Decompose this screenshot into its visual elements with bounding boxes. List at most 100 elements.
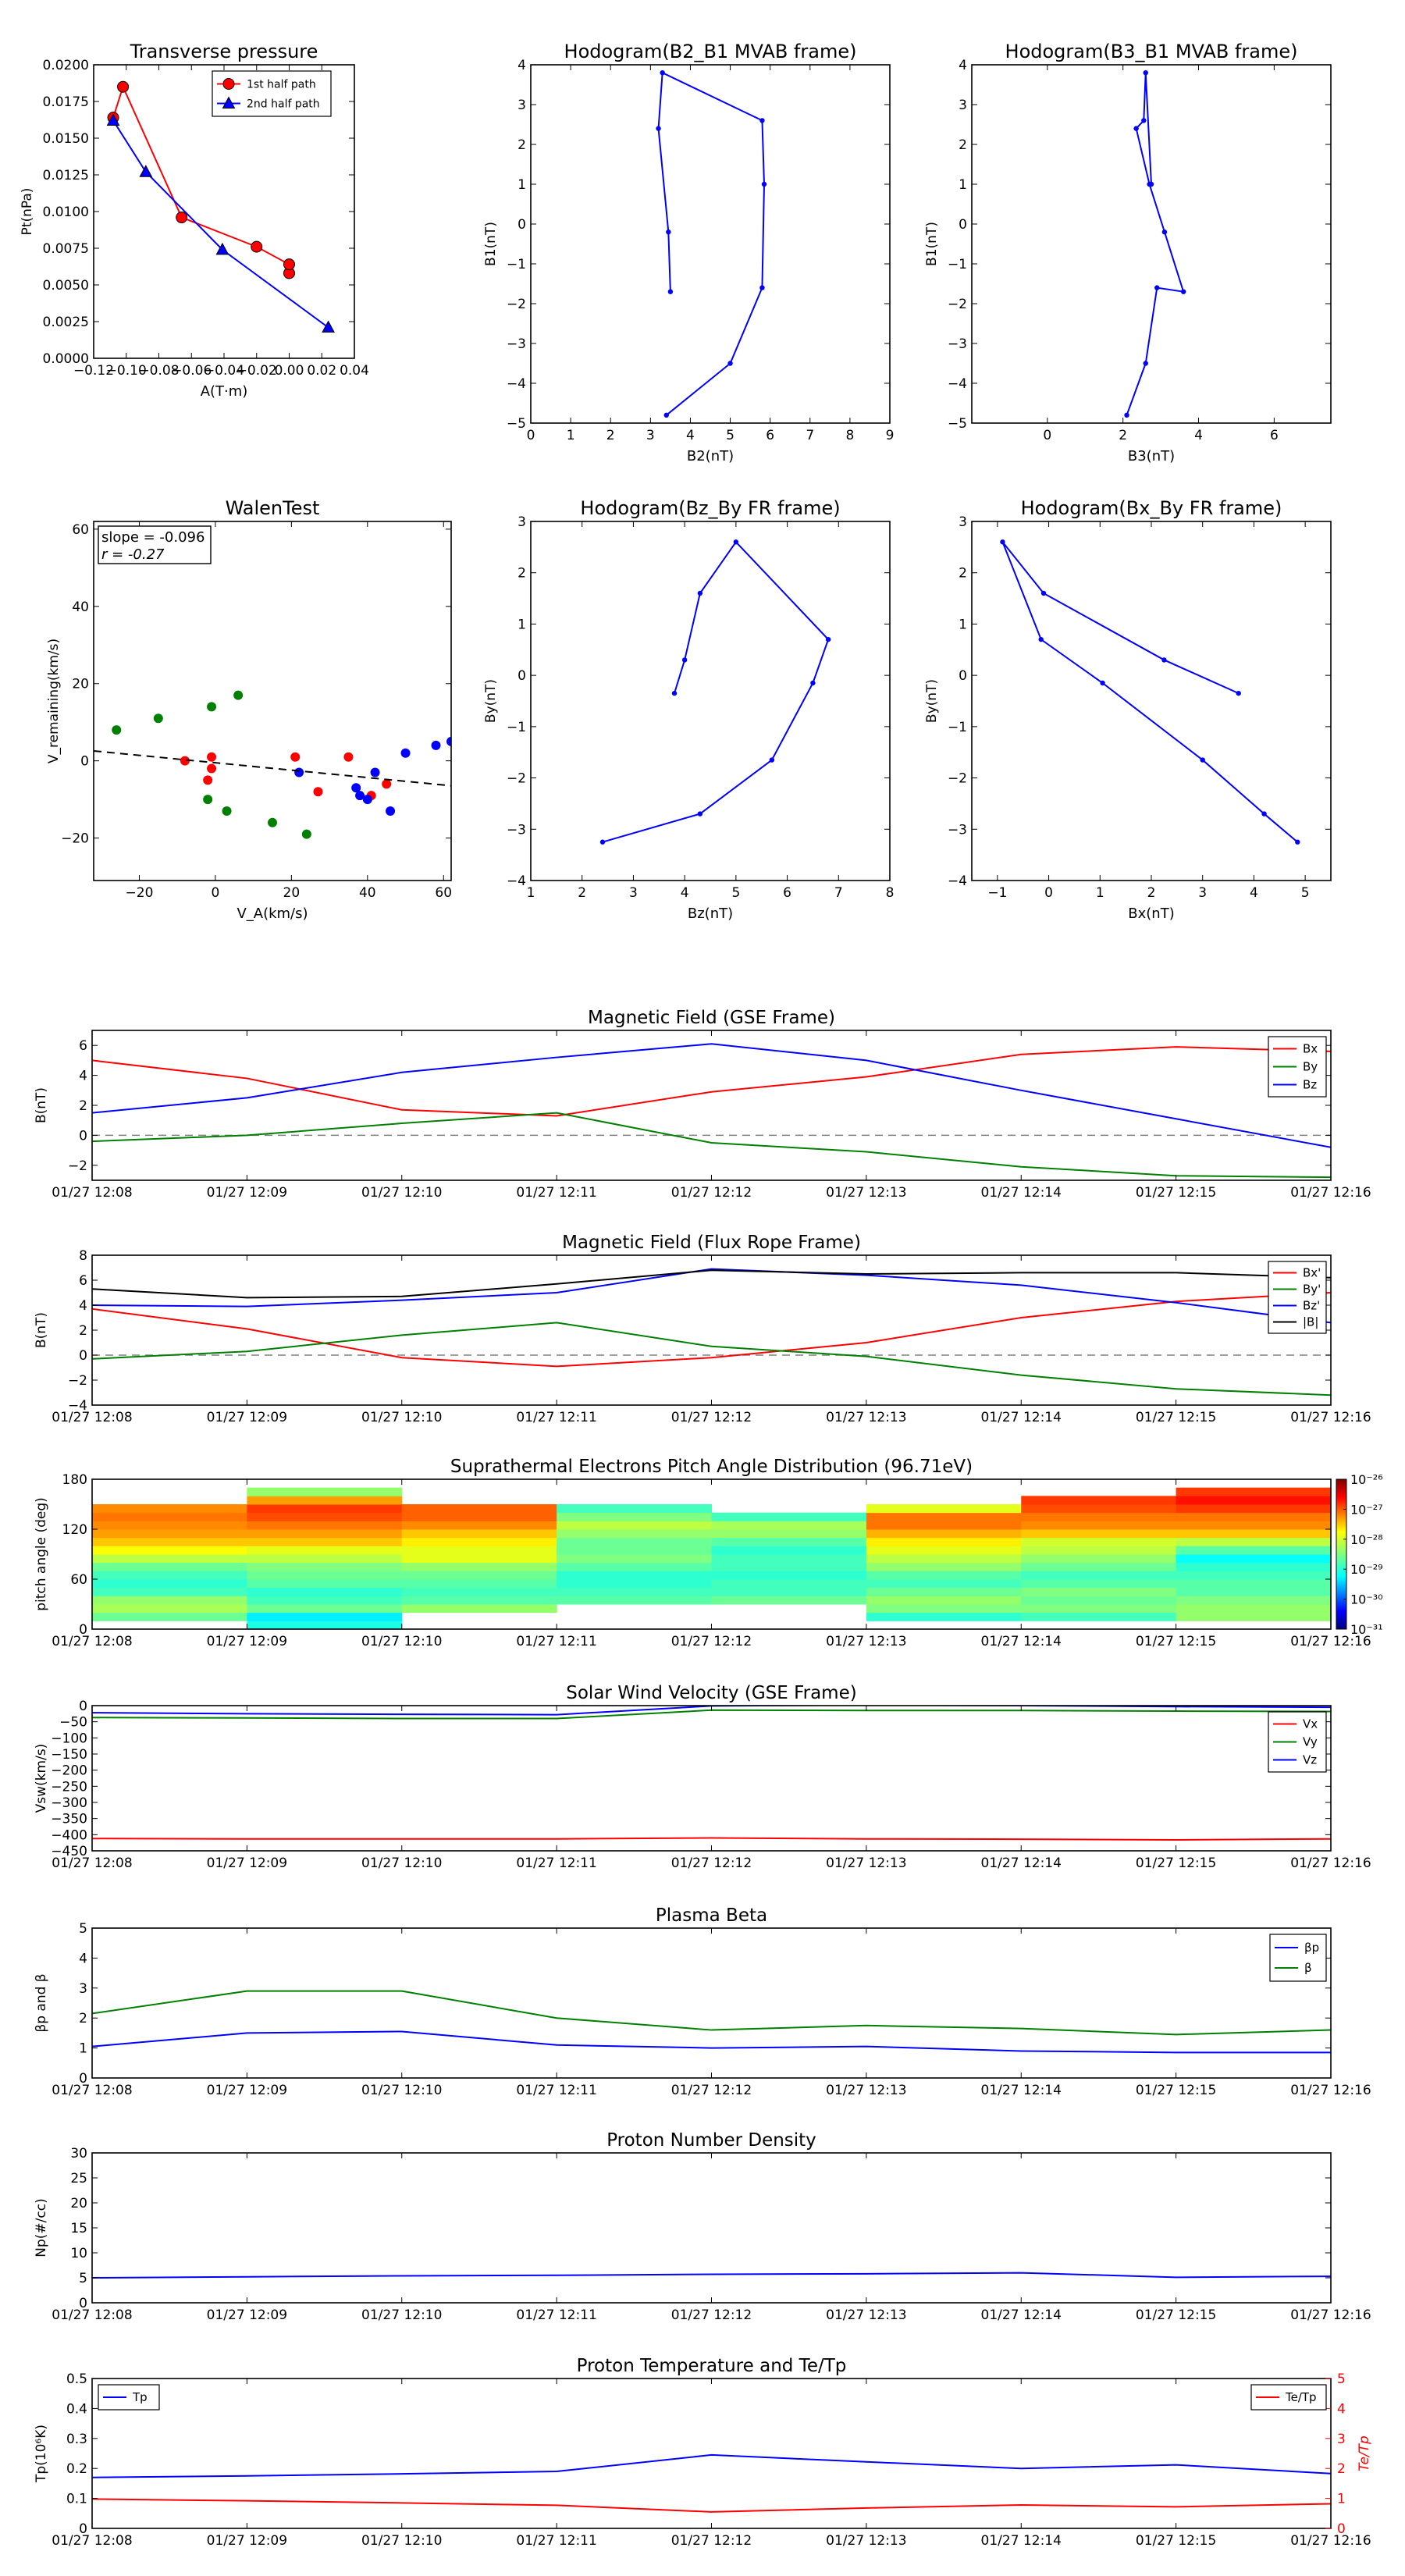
chart-hodo_b3b1: Hodogram(B3_B1 MVAB frame) 0 2 4 6 −5 −4 −3 −2 −1…	[924, 41, 1332, 464]
y-tick-label: 0	[79, 1348, 87, 1364]
heatmap-cell	[247, 1504, 403, 1514]
heatmap-cell	[247, 1546, 403, 1555]
scatter-point	[294, 767, 304, 777]
x-tick-label: 01/27 12:08	[52, 2083, 132, 2098]
x-tick-label: 01/27 12:12	[671, 1856, 752, 1871]
plot-area	[599, 539, 831, 845]
y-tick-label: 1	[79, 2041, 87, 2057]
data-point	[759, 285, 765, 290]
y-axis-label: B1(nT)	[924, 222, 940, 266]
x-tick-label: 3	[629, 885, 638, 901]
axes-frame	[530, 64, 891, 424]
x-tick-label: 01/27 12:08	[52, 1185, 132, 1201]
y-tick-label: 1	[959, 617, 967, 632]
y-axis-label: V_remaining(km/s)	[46, 639, 62, 763]
x-tick-label: 2	[606, 428, 615, 443]
y-tick-label: −2	[507, 771, 526, 787]
chart-title: Transverse pressure	[130, 41, 318, 62]
y2-tick-label: 3	[1337, 2432, 1346, 2447]
series-line-By'	[92, 1322, 1331, 1397]
x-tick-label: 01/27 12:12	[671, 1634, 752, 1649]
x-tick-label: 5	[1301, 885, 1310, 901]
y-tick-label: −4	[948, 376, 967, 392]
chart-vsw: Solar Wind Velocity (GSE Frame) 01/27 12:…	[34, 1683, 1371, 1871]
y-tick-label: 0	[79, 2296, 87, 2311]
x-axis-label: B2(nT)	[687, 448, 734, 464]
heatmap-cell	[401, 1529, 557, 1539]
y-tick-label: 2	[79, 2011, 87, 2026]
legend-label: β	[1304, 1961, 1312, 1975]
y-tick-label: 4	[79, 1298, 87, 1314]
data-point	[810, 680, 816, 686]
heatmap-cell	[711, 1571, 867, 1580]
y-tick-label: −1	[507, 720, 526, 735]
chart-pad: Suprathermal Electrons Pitch Angle Distr…	[34, 1457, 1383, 1649]
x-tick-label: 01/27 12:13	[826, 2533, 906, 2549]
heatmap-cell	[1021, 1596, 1177, 1605]
heatmap-cell	[401, 1512, 557, 1521]
heatmap-cell	[401, 1571, 557, 1580]
series-line-Bx'	[92, 1292, 1331, 1368]
y-tick-label: 60	[72, 522, 89, 538]
y-tick-label: −2	[948, 771, 967, 787]
y-tick-label: 3	[79, 1981, 87, 1997]
colorbar-label: 10⁻²⁸	[1350, 1532, 1383, 1547]
heatmap-cell	[92, 1537, 247, 1546]
legend-label: By	[1303, 1060, 1318, 1074]
data-point	[697, 590, 703, 596]
heatmap-cell	[1176, 1496, 1331, 1505]
data-point	[139, 165, 153, 177]
series-line-Te/Tp	[92, 2498, 1331, 2513]
heatmap-cell	[1176, 1587, 1331, 1596]
scatter-point	[400, 748, 411, 758]
x-tick-label: 01/27 12:15	[1136, 1410, 1216, 1425]
plot-area	[94, 690, 451, 839]
heatmap-cell	[711, 1579, 867, 1589]
y-tick-label: −3	[948, 822, 967, 838]
chart-title: Solar Wind Velocity (GSE Frame)	[566, 1683, 856, 1703]
scatter-point	[355, 791, 365, 801]
heatmap-cell	[247, 1537, 403, 1546]
chart-title: Magnetic Field (Flux Rope Frame)	[562, 1233, 861, 1253]
data-point	[1038, 636, 1044, 642]
x-tick-label: 01/27 12:09	[207, 2307, 287, 2323]
data-point	[769, 757, 775, 763]
heatmap-cell	[401, 1554, 557, 1564]
x-tick-label: 3	[646, 428, 655, 443]
data-point	[1133, 126, 1139, 131]
heatmap-cell	[92, 1596, 247, 1605]
x-tick-label: 7	[806, 428, 814, 443]
y-tick-label: 2	[959, 137, 967, 153]
data-point	[1000, 539, 1005, 545]
heatmap-cell	[1176, 1562, 1331, 1571]
y-tick-label: 0.3	[66, 2432, 87, 2447]
legend-marker	[222, 96, 236, 109]
heatmap-cell	[557, 1579, 712, 1589]
x-tick-label: 01/27 12:14	[981, 2533, 1062, 2549]
scatter-point	[207, 702, 217, 712]
heatmap-cell	[401, 1587, 557, 1596]
scatter-point	[222, 806, 232, 816]
x-axis-label: V_A(km/s)	[237, 906, 308, 922]
series-line-β	[92, 1990, 1331, 2036]
heatmap-cell	[711, 1529, 867, 1539]
y-tick-label: 0	[959, 217, 967, 233]
series-line-By	[92, 1112, 1331, 1179]
x-tick-label: 01/27 12:12	[671, 2307, 752, 2323]
y-tick-label: −3	[948, 336, 967, 352]
heatmap-cell	[92, 1512, 247, 1521]
axes-frame	[91, 2152, 1332, 2304]
heatmap-cell	[866, 1546, 1022, 1555]
x-tick-label: 01/27 12:16	[1290, 2533, 1371, 2549]
x-tick-label: 01/27 12:10	[361, 1410, 442, 1425]
heatmap-cell	[866, 1529, 1022, 1539]
x-tick-label: 01/27 12:13	[826, 1410, 906, 1425]
scatter-point	[386, 806, 396, 816]
x-axis-label: Bx(nT)	[1128, 906, 1174, 922]
legend-label: Vz	[1303, 1753, 1317, 1767]
heatmap-cell	[711, 1537, 867, 1546]
y-tick-label: 3	[518, 98, 526, 113]
chart-title: Plasma Beta	[656, 1905, 767, 1926]
legend: Bx' By' Bz' |B|	[1268, 1261, 1327, 1334]
y-tick-label: 0.4	[66, 2401, 87, 2417]
